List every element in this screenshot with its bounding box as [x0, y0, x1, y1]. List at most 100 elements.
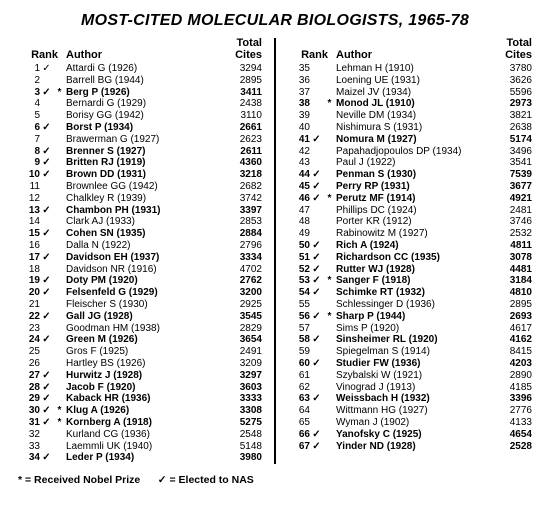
check-icon: [40, 240, 53, 252]
star-icon: [323, 240, 336, 252]
check-icon: [310, 216, 323, 228]
cell-rank: 13: [18, 205, 40, 217]
table-row: 45✓Perry RP (1931)3677: [288, 181, 532, 193]
cell-cites: 2638: [492, 122, 532, 134]
table-row: 8✓Brenner S (1927)2611: [18, 146, 262, 158]
table-row: 36Loening UE (1931)3626: [288, 75, 532, 87]
cell-cites: 2481: [492, 205, 532, 217]
cell-rank: 57: [288, 323, 310, 335]
table-row: 2Barrell BG (1944)2895: [18, 75, 262, 87]
check-icon: [40, 193, 53, 205]
column-header: RankAuthorTotalCites: [288, 38, 532, 61]
star-icon: [53, 299, 66, 311]
check-icon: [310, 370, 323, 382]
check-icon: [310, 299, 323, 311]
table-row: 11Brownlee GG (1942)2682: [18, 181, 262, 193]
cell-cites: 2895: [492, 299, 532, 311]
page-title: MOST-CITED MOLECULAR BIOLOGISTS, 1965-78: [18, 12, 532, 30]
cell-rank: 14: [18, 216, 40, 228]
cell-cites: 3184: [492, 275, 532, 287]
table-row: 49Rabinowitz M (1927)2532: [288, 228, 532, 240]
cell-cites: 2532: [492, 228, 532, 240]
star-icon: [323, 264, 336, 276]
star-icon: [53, 169, 66, 181]
cell-author: Porter KR (1912): [336, 216, 492, 228]
check-icon: ✓: [40, 334, 53, 346]
star-icon: [323, 228, 336, 240]
cell-cites: 3545: [222, 311, 262, 323]
check-icon: [310, 98, 323, 110]
table-row: 7Brawerman G (1927)2623: [18, 134, 262, 146]
star-icon: [53, 122, 66, 134]
cell-rank: 59: [288, 346, 310, 358]
star-icon: [53, 429, 66, 441]
legend-text: * = Received Nobel Prize ✓ = Elected to …: [18, 474, 532, 486]
table-row: 47Phillips DC (1924)2481: [288, 205, 532, 217]
star-icon: [323, 169, 336, 181]
table-row: 48Porter KR (1912)3746: [288, 216, 532, 228]
cell-author: Borisy GG (1942): [66, 110, 222, 122]
star-icon: [323, 358, 336, 370]
cell-author: Bernardi G (1929): [66, 98, 222, 110]
cell-rank: 55: [288, 299, 310, 311]
table-row: 25Gros F (1925)2491: [18, 346, 262, 358]
cell-cites: 3218: [222, 169, 262, 181]
check-icon: ✓: [310, 193, 323, 205]
cell-author: Berg P (1926): [66, 87, 222, 99]
cell-rank: 19: [18, 275, 40, 287]
star-icon: *: [53, 417, 66, 429]
table-row: 43Paul J (1922)3541: [288, 157, 532, 169]
table-row: 55Schlessinger D (1936)2895: [288, 299, 532, 311]
table-row: 61Szybalski W (1921)2890: [288, 370, 532, 382]
table-row: 13✓Chambon PH (1931)3397: [18, 205, 262, 217]
cell-author: Felsenfeld G (1929): [66, 287, 222, 299]
table-row: 28✓Jacob F (1920)3603: [18, 382, 262, 394]
cell-author: Davidson NR (1916): [66, 264, 222, 276]
cell-rank: 42: [288, 146, 310, 158]
cell-author: Wittmann HG (1927): [336, 405, 492, 417]
cell-rank: 23: [18, 323, 40, 335]
star-icon: [53, 275, 66, 287]
check-icon: [310, 122, 323, 134]
cell-rank: 15: [18, 228, 40, 240]
check-icon: [40, 429, 53, 441]
cell-author: Maizel JV (1934): [336, 87, 492, 99]
cell-author: Sanger F (1918): [336, 275, 492, 287]
cell-rank: 40: [288, 122, 310, 134]
cell-rank: 24: [18, 334, 40, 346]
cell-author: Sharp P (1944): [336, 311, 492, 323]
cell-rank: 60: [288, 358, 310, 370]
star-icon: *: [323, 98, 336, 110]
check-icon: ✓: [40, 311, 53, 323]
cell-author: Loening UE (1931): [336, 75, 492, 87]
cell-author: Yanofsky C (1925): [336, 429, 492, 441]
cell-author: Fleischer S (1930): [66, 299, 222, 311]
star-icon: [53, 110, 66, 122]
check-icon: ✓: [310, 334, 323, 346]
table-row: 67✓Yinder ND (1928)2528: [288, 441, 532, 453]
cell-cites: 5275: [222, 417, 262, 429]
table-row: 19✓Doty PM (1920)2762: [18, 275, 262, 287]
cell-rank: 66: [288, 429, 310, 441]
cell-rank: 31: [18, 417, 40, 429]
cell-author: Cohen SN (1935): [66, 228, 222, 240]
star-icon: [53, 240, 66, 252]
header-cites: TotalCites: [222, 38, 262, 61]
cell-rank: 35: [288, 63, 310, 75]
check-icon: ✓: [310, 252, 323, 264]
cell-cites: 3411: [222, 87, 262, 99]
cell-rank: 56: [288, 311, 310, 323]
cell-author: Perry RP (1931): [336, 181, 492, 193]
cell-cites: 4811: [492, 240, 532, 252]
cell-cites: 5596: [492, 87, 532, 99]
cell-author: Leder P (1934): [66, 452, 222, 464]
check-icon: [40, 323, 53, 335]
cell-author: Brownlee GG (1942): [66, 181, 222, 193]
check-icon: [310, 323, 323, 335]
cell-author: Rabinowitz M (1927): [336, 228, 492, 240]
cell-cites: 3200: [222, 287, 262, 299]
cell-cites: 2884: [222, 228, 262, 240]
cell-rank: 22: [18, 311, 40, 323]
cell-rank: 6: [18, 122, 40, 134]
table-row: 17✓Davidson EH (1937)3334: [18, 252, 262, 264]
